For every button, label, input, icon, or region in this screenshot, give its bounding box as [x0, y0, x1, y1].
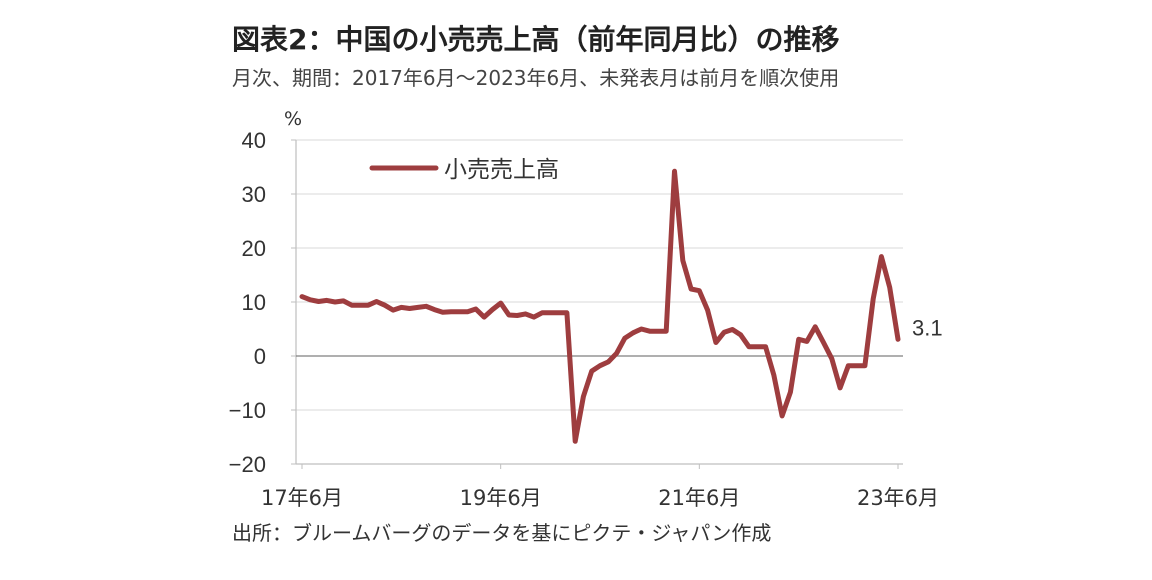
x-tick-labels: 17年6月 19年6月 21年6月 23年6月	[261, 486, 939, 510]
series-layer: 3.1	[299, 168, 943, 444]
chart-title: 図表2：中国の小売売上高（前年同月比）の推移	[232, 23, 840, 56]
end-value-label: 3.1	[912, 315, 943, 340]
y-unit-label: %	[284, 108, 302, 130]
y-tick-label: −20	[229, 452, 266, 477]
y-tick-label: 20	[242, 236, 266, 261]
chart-subtitle: 月次、期間：2017年6月～2023年6月、未発表月は前月を順次使用	[232, 66, 840, 90]
x-tick-label: 21年6月	[658, 486, 740, 510]
y-tick-label: 30	[242, 182, 266, 207]
y-tick-label: −10	[229, 398, 266, 423]
x-tick-label: 19年6月	[460, 486, 542, 510]
x-tick-label: 17年6月	[261, 486, 343, 510]
x-tick-label: 23年6月	[857, 486, 939, 510]
axes	[291, 139, 903, 469]
y-tick-label: 40	[242, 128, 266, 153]
source-note: 出所：ブルームバーグのデータを基にピクテ・ジャパン作成	[232, 521, 772, 545]
y-tick-label: 0	[254, 344, 266, 369]
legend-label: 小売売上高	[444, 157, 559, 183]
y-tick-labels: −20 −10 0 10 20 30 40%	[229, 108, 302, 477]
gridlines	[296, 139, 903, 411]
series-line-retail-sales	[299, 168, 901, 444]
legend: 小売売上高	[369, 157, 559, 183]
y-tick-label: 10	[242, 290, 266, 315]
